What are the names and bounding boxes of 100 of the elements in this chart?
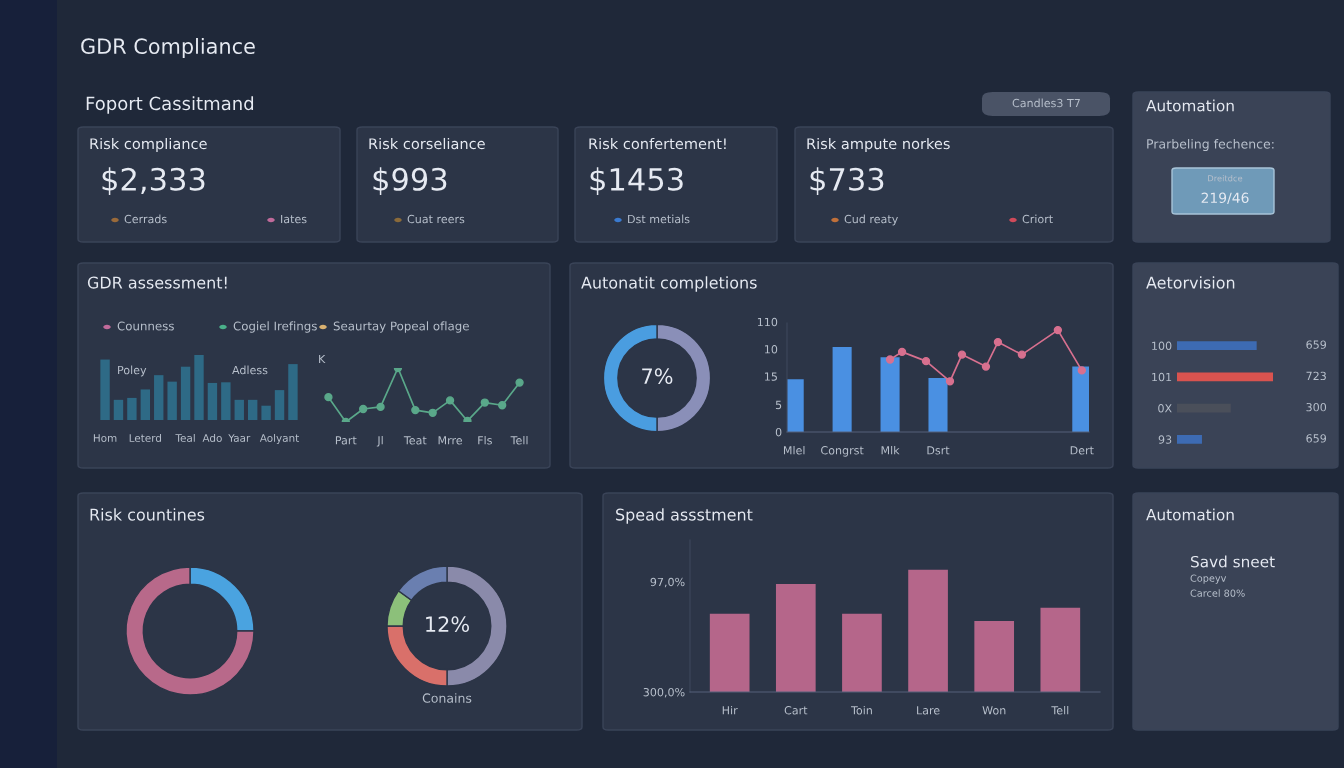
x-tick-label: Lare bbox=[917, 706, 940, 715]
annotation: Adless bbox=[232, 365, 268, 375]
bar bbox=[167, 381, 177, 420]
text: $2,333 bbox=[102, 167, 205, 195]
x-tick-label: Mlel bbox=[783, 445, 805, 455]
x-tick-label: Dert bbox=[1070, 446, 1094, 455]
y-tick-label: 0X bbox=[1158, 404, 1172, 413]
chart-title: GDR assessment! bbox=[87, 276, 227, 289]
x-tick-label: Leterd bbox=[129, 433, 161, 442]
x-tick-label: Fls bbox=[478, 435, 492, 445]
x-tick-label: Mlk bbox=[881, 445, 900, 455]
text: 15 bbox=[765, 372, 777, 381]
text: 659 bbox=[1306, 340, 1327, 349]
annotation: Poley bbox=[118, 365, 147, 377]
x-tick-label: Aolyant bbox=[259, 433, 299, 444]
bar bbox=[127, 397, 137, 420]
text: Seaurtay Popeal oflage bbox=[333, 321, 469, 333]
chart-title: Spead assstment bbox=[616, 508, 753, 524]
bar bbox=[113, 399, 124, 420]
text: Risk ampute norkes bbox=[807, 137, 950, 153]
text: 659 bbox=[1306, 434, 1327, 443]
x-tick-label: Mrre bbox=[438, 436, 463, 445]
text: Cerrads bbox=[124, 214, 167, 224]
point bbox=[359, 404, 368, 414]
text: Prarbeling fechence: bbox=[1147, 138, 1274, 152]
point bbox=[957, 350, 967, 359]
point bbox=[921, 356, 931, 366]
y-tick-label: 93 bbox=[1158, 435, 1172, 444]
point bbox=[993, 337, 1003, 347]
x-tick-label: Jl bbox=[376, 435, 383, 447]
bar bbox=[221, 382, 231, 420]
bar bbox=[832, 346, 852, 432]
x-tick-label: Dsrt bbox=[927, 446, 950, 455]
y-tick-label: 97,0% bbox=[650, 577, 685, 588]
text: $733 bbox=[810, 167, 884, 195]
point bbox=[1053, 325, 1063, 335]
bar bbox=[880, 357, 900, 432]
chart-title: Autonatit completions bbox=[581, 276, 757, 292]
point bbox=[1077, 366, 1086, 375]
x-tick-label: Teal bbox=[175, 433, 195, 442]
point bbox=[411, 405, 420, 415]
point bbox=[445, 396, 455, 405]
x-tick-label: Tell bbox=[1051, 705, 1069, 715]
bar bbox=[1177, 372, 1273, 382]
bar bbox=[247, 399, 258, 420]
text: Risk confertement! bbox=[589, 137, 726, 150]
text: $1453 bbox=[590, 167, 683, 195]
x-tick-label: Part bbox=[335, 436, 357, 445]
text: Candles3 T7 bbox=[1012, 98, 1080, 108]
text: K bbox=[319, 354, 326, 363]
y-tick-label: 5 bbox=[775, 400, 782, 410]
text: 10 bbox=[765, 345, 778, 354]
text: Conains bbox=[422, 693, 472, 703]
point bbox=[981, 362, 991, 371]
text: Cogiel Irefings bbox=[233, 321, 317, 333]
text: Cuat reers bbox=[407, 214, 465, 224]
chart-title: Risk countines bbox=[90, 508, 205, 521]
text: 110 bbox=[757, 317, 778, 327]
text: Automation bbox=[1146, 508, 1234, 521]
x-tick-label: Ado bbox=[202, 433, 222, 442]
point bbox=[376, 402, 385, 412]
point bbox=[945, 377, 955, 386]
text: Dreitdce bbox=[1208, 174, 1243, 182]
text: Cud reaty bbox=[844, 214, 898, 226]
bar bbox=[261, 405, 271, 420]
bar bbox=[207, 382, 218, 420]
text: 300 bbox=[1306, 402, 1327, 412]
text: $993 bbox=[373, 167, 447, 195]
text: Criort bbox=[1022, 214, 1053, 224]
bar bbox=[274, 390, 285, 420]
text: GDR Compliance bbox=[81, 37, 255, 59]
text: Carcel 80% bbox=[1190, 589, 1245, 597]
text: Iates bbox=[281, 214, 307, 224]
bar bbox=[194, 355, 204, 420]
bar bbox=[1177, 435, 1202, 444]
x-tick-label: Toin bbox=[850, 705, 872, 715]
x-tick-label: Won bbox=[982, 706, 1006, 715]
y-tick-label: 101 bbox=[1152, 372, 1172, 382]
x-tick-label: Cart bbox=[784, 706, 808, 715]
point bbox=[324, 392, 333, 402]
text: Savd sneet bbox=[1191, 555, 1275, 568]
bar bbox=[928, 378, 948, 432]
x-tick-label: Congrst bbox=[821, 446, 864, 457]
y-tick-label: 100 bbox=[1152, 341, 1172, 350]
y-tick-label: 0 bbox=[775, 427, 782, 437]
bar bbox=[140, 389, 151, 420]
x-tick-label: Hir bbox=[722, 705, 738, 715]
point bbox=[1017, 350, 1027, 359]
text: Automation bbox=[1146, 99, 1234, 112]
bar bbox=[234, 399, 244, 420]
text: Copeyv bbox=[1190, 574, 1227, 584]
bar bbox=[288, 364, 298, 420]
text: 7% bbox=[642, 368, 673, 385]
bar bbox=[180, 366, 191, 420]
donut-slice bbox=[125, 566, 255, 696]
x-tick-label: Hom bbox=[93, 434, 117, 442]
text: Risk compliance bbox=[90, 137, 207, 153]
chart-title: Aetorvision bbox=[1146, 276, 1235, 289]
bar bbox=[100, 359, 110, 420]
text: 723 bbox=[1306, 371, 1326, 381]
